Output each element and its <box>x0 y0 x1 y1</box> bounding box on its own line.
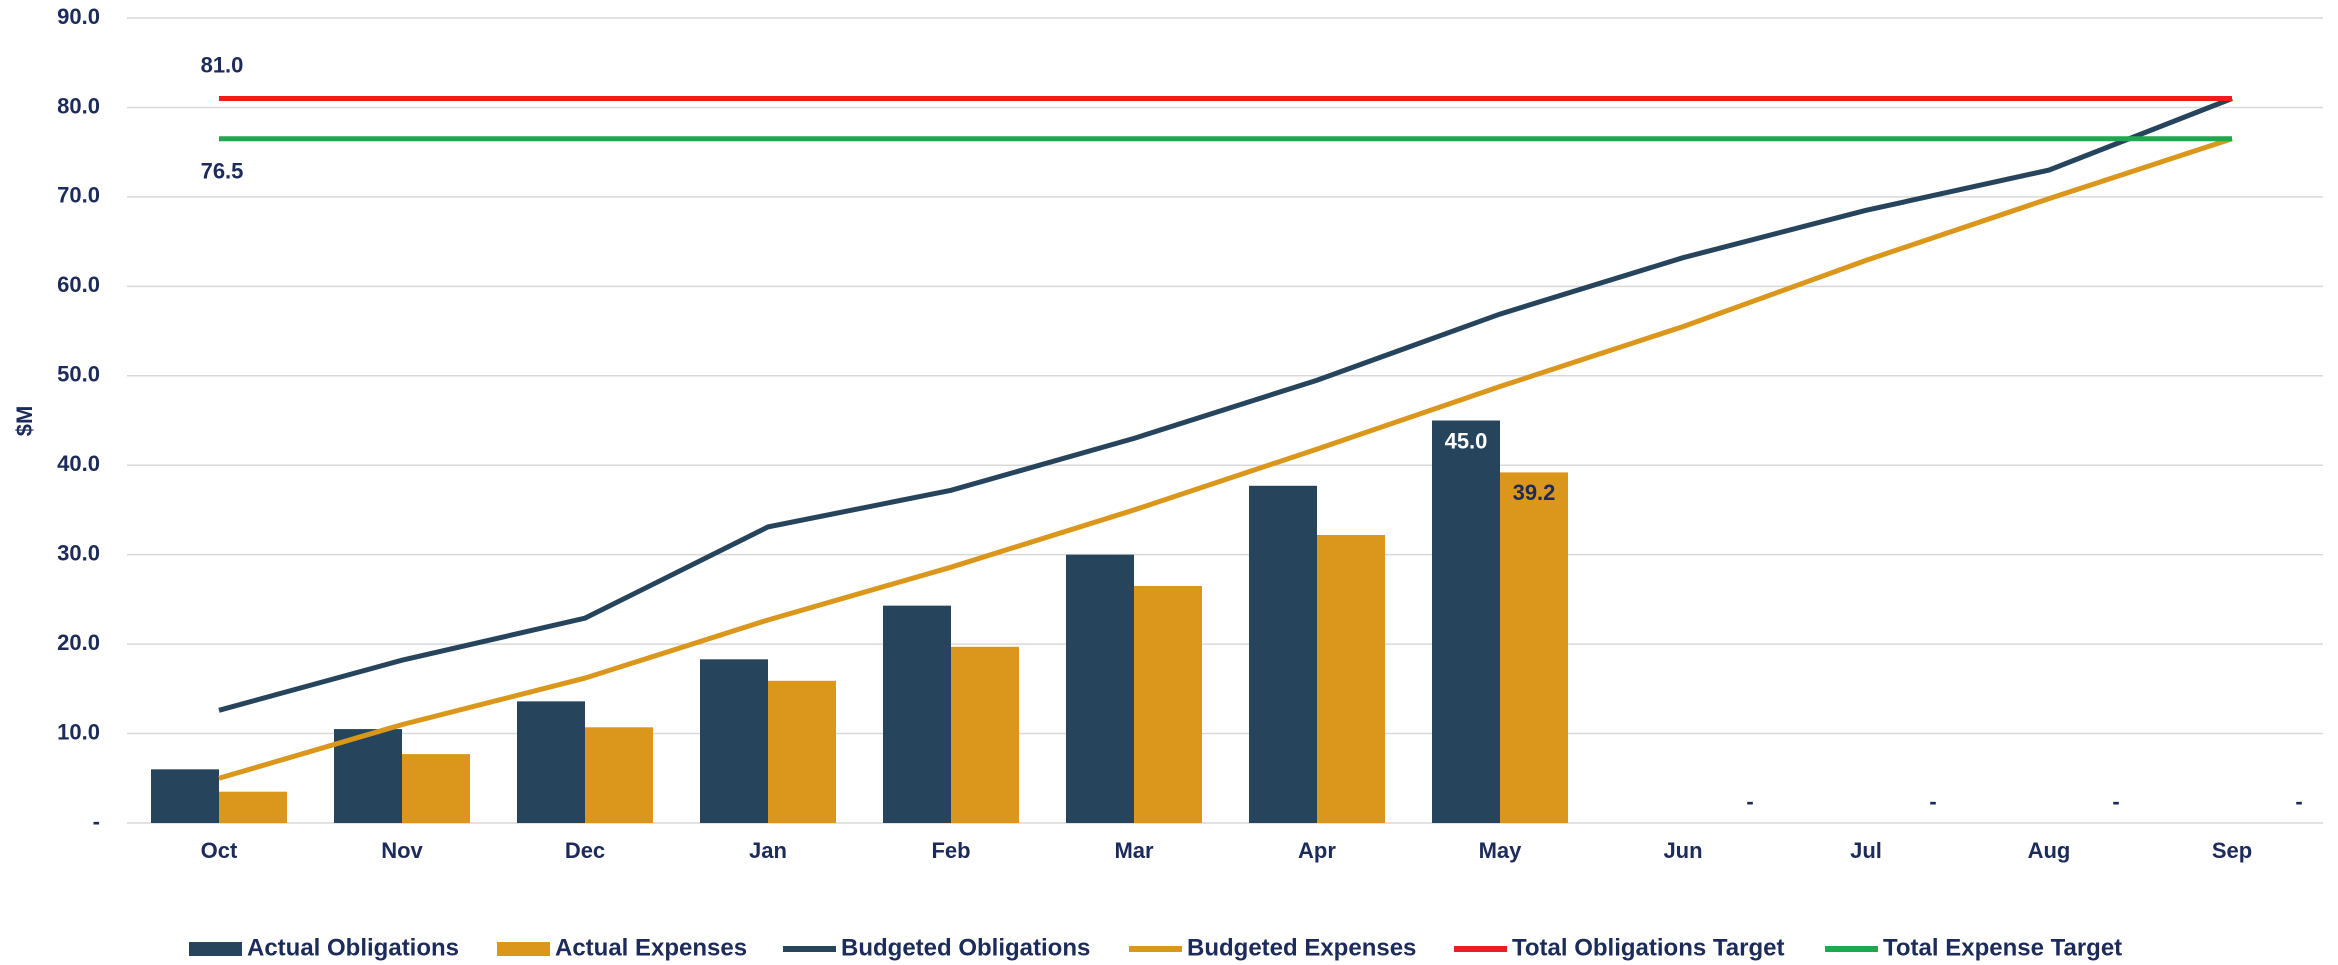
bar <box>402 754 470 823</box>
legend-label: Total Expense Target <box>1883 934 2122 961</box>
data-label: 39.2 <box>1513 480 1556 505</box>
bar <box>1500 472 1568 823</box>
x-tick-label: Jul <box>1850 838 1882 863</box>
bar <box>768 680 836 823</box>
y-tick-label: 60.0 <box>57 272 100 297</box>
x-tick-label: Dec <box>565 838 605 863</box>
bar <box>1134 585 1202 823</box>
y-tick-label: 20.0 <box>57 630 100 655</box>
data-label: - <box>2112 789 2119 814</box>
data-label: - <box>1929 789 1936 814</box>
bar <box>585 727 653 823</box>
y-tick-label: 30.0 <box>57 540 100 565</box>
y-tick-label: 70.0 <box>57 183 100 208</box>
bar <box>700 659 768 823</box>
legend-label: Actual Obligations <box>247 934 459 961</box>
data-label: 45.0 <box>1445 428 1488 453</box>
x-tick-label: Mar <box>1114 838 1154 863</box>
data-label: 81.0 <box>201 52 244 77</box>
data-label: 76.5 <box>201 159 244 184</box>
legend-swatch <box>497 942 550 956</box>
x-tick-label: Aug <box>2028 838 2071 863</box>
bar <box>951 646 1019 823</box>
y-axis-label: $M <box>12 406 37 437</box>
x-tick-label: Sep <box>2212 838 2252 863</box>
x-tick-label: Apr <box>1298 838 1336 863</box>
bar <box>219 791 287 823</box>
data-label: - <box>2295 789 2302 814</box>
y-tick-label: 80.0 <box>57 93 100 118</box>
x-tick-label: May <box>1479 838 1523 863</box>
y-tick-label: 90.0 <box>57 4 100 29</box>
legend-label: Total Obligations Target <box>1512 934 1784 961</box>
bar <box>1432 420 1500 823</box>
x-tick-label: Jan <box>749 838 787 863</box>
y-tick-label: 40.0 <box>57 451 100 476</box>
bar <box>1066 554 1134 823</box>
x-tick-label: Oct <box>201 838 238 863</box>
bar <box>883 605 951 823</box>
x-tick-label: Jun <box>1663 838 1702 863</box>
y-tick-label: 10.0 <box>57 719 100 744</box>
bar <box>334 729 402 823</box>
y-tick-label: 50.0 <box>57 362 100 387</box>
legend-label: Budgeted Expenses <box>1187 934 1416 961</box>
legend-label: Budgeted Obligations <box>841 934 1090 961</box>
y-tick-label: - <box>93 809 100 834</box>
legend-label: Actual Expenses <box>555 934 747 961</box>
x-tick-label: Feb <box>931 838 970 863</box>
data-label: - <box>1746 789 1753 814</box>
line <box>218 96 2233 713</box>
bar <box>151 769 219 823</box>
line <box>218 136 2233 781</box>
bar <box>1249 485 1317 823</box>
legend-swatch <box>189 942 242 956</box>
bar <box>517 701 585 823</box>
x-tick-label: Nov <box>381 838 423 863</box>
bar <box>1317 534 1385 823</box>
